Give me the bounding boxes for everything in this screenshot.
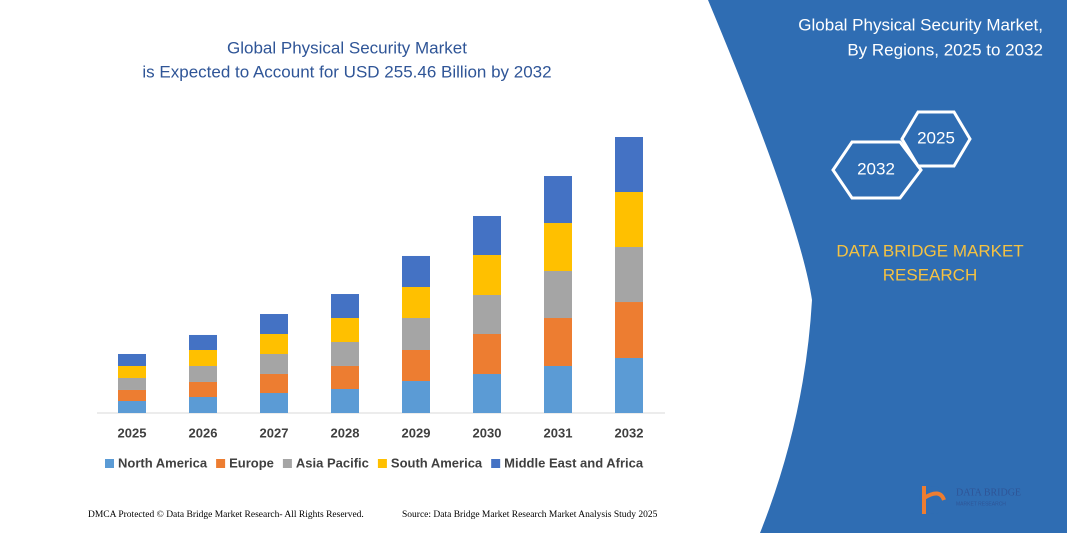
bar-segment xyxy=(402,255,430,287)
bar-segment xyxy=(544,365,572,413)
bar-segment xyxy=(402,349,430,382)
x-tick-label: 2025 xyxy=(118,425,147,440)
bar-segment xyxy=(189,334,217,350)
bar-segment xyxy=(544,318,572,366)
bar-segment xyxy=(260,373,288,394)
hexagon xyxy=(900,110,972,168)
legend-swatch xyxy=(282,459,292,468)
bar-segment xyxy=(473,255,501,295)
bar-segment xyxy=(331,342,359,366)
legend-swatch xyxy=(491,459,501,468)
bar-segment xyxy=(260,314,288,335)
bar-segment xyxy=(189,381,217,398)
bar-segment xyxy=(473,294,501,335)
x-tick-label: 2031 xyxy=(544,425,573,440)
hexagon-label: 2032 xyxy=(857,159,895,178)
bar-segment xyxy=(331,365,359,390)
bar-segment xyxy=(615,357,643,413)
legend-label: Europe xyxy=(229,455,274,470)
panel-title: Global Physical Security Market, xyxy=(798,15,1043,34)
x-tick-label: 2029 xyxy=(402,425,431,440)
legend-swatch xyxy=(105,459,114,468)
brand-text: DATA BRIDGE MARKET xyxy=(836,241,1023,260)
legend-label: Middle East and Africa xyxy=(504,455,644,470)
legend-label: North America xyxy=(118,455,208,470)
legend-label: South America xyxy=(391,455,483,470)
bar-segment xyxy=(544,176,572,224)
bar-segment xyxy=(118,389,146,402)
bar-segment xyxy=(118,365,146,378)
bar-segment xyxy=(615,302,643,358)
bar-segment xyxy=(331,389,359,413)
side-panel xyxy=(708,0,1067,533)
x-tick-label: 2030 xyxy=(473,425,502,440)
brand-text: RESEARCH xyxy=(883,265,977,284)
x-tick-label: 2032 xyxy=(615,425,644,440)
legend-label: Asia Pacific xyxy=(296,455,369,470)
bar-segment xyxy=(473,334,501,374)
hexagon-label: 2025 xyxy=(917,128,955,147)
bar-segment xyxy=(260,353,288,374)
logo-text: DATA BRIDGE xyxy=(956,487,1021,498)
legend-swatch xyxy=(216,459,226,468)
chart-title: is Expected to Account for USD 255.46 Bi… xyxy=(142,62,551,81)
bar-segment xyxy=(331,318,359,343)
bar-segment xyxy=(189,397,217,413)
bar-segment xyxy=(402,286,430,319)
bar-segment xyxy=(118,377,146,390)
x-tick-label: 2028 xyxy=(331,425,360,440)
bar-segment xyxy=(615,192,643,248)
bar-segment xyxy=(331,294,359,319)
x-tick-label: 2026 xyxy=(189,425,218,440)
bar-segment xyxy=(118,401,146,413)
bar-segment xyxy=(544,271,572,319)
legend-swatch xyxy=(377,459,387,468)
hexagon xyxy=(831,140,923,200)
bar-segment xyxy=(402,318,430,350)
bar-segment xyxy=(544,223,572,272)
logo-text: MARKET RESEARCH xyxy=(956,501,1006,507)
bar-segment xyxy=(118,353,146,366)
chart-title: Global Physical Security Market xyxy=(227,38,467,57)
logo-icon xyxy=(922,486,946,514)
bar-segment xyxy=(615,137,643,193)
bar-segment xyxy=(189,349,217,366)
footer-text: DMCA Protected © Data Bridge Market Rese… xyxy=(88,509,364,520)
bar-segment xyxy=(260,393,288,413)
bar-segment xyxy=(260,334,288,354)
x-tick-label: 2027 xyxy=(260,425,289,440)
footer-text: Source: Data Bridge Market Research Mark… xyxy=(402,510,658,520)
bar-segment xyxy=(473,215,501,256)
bar-segment xyxy=(615,247,643,303)
bar-segment xyxy=(473,373,501,413)
bar-segment xyxy=(189,365,217,382)
bar-segment xyxy=(402,381,430,413)
panel-title: By Regions, 2025 to 2032 xyxy=(847,40,1043,59)
